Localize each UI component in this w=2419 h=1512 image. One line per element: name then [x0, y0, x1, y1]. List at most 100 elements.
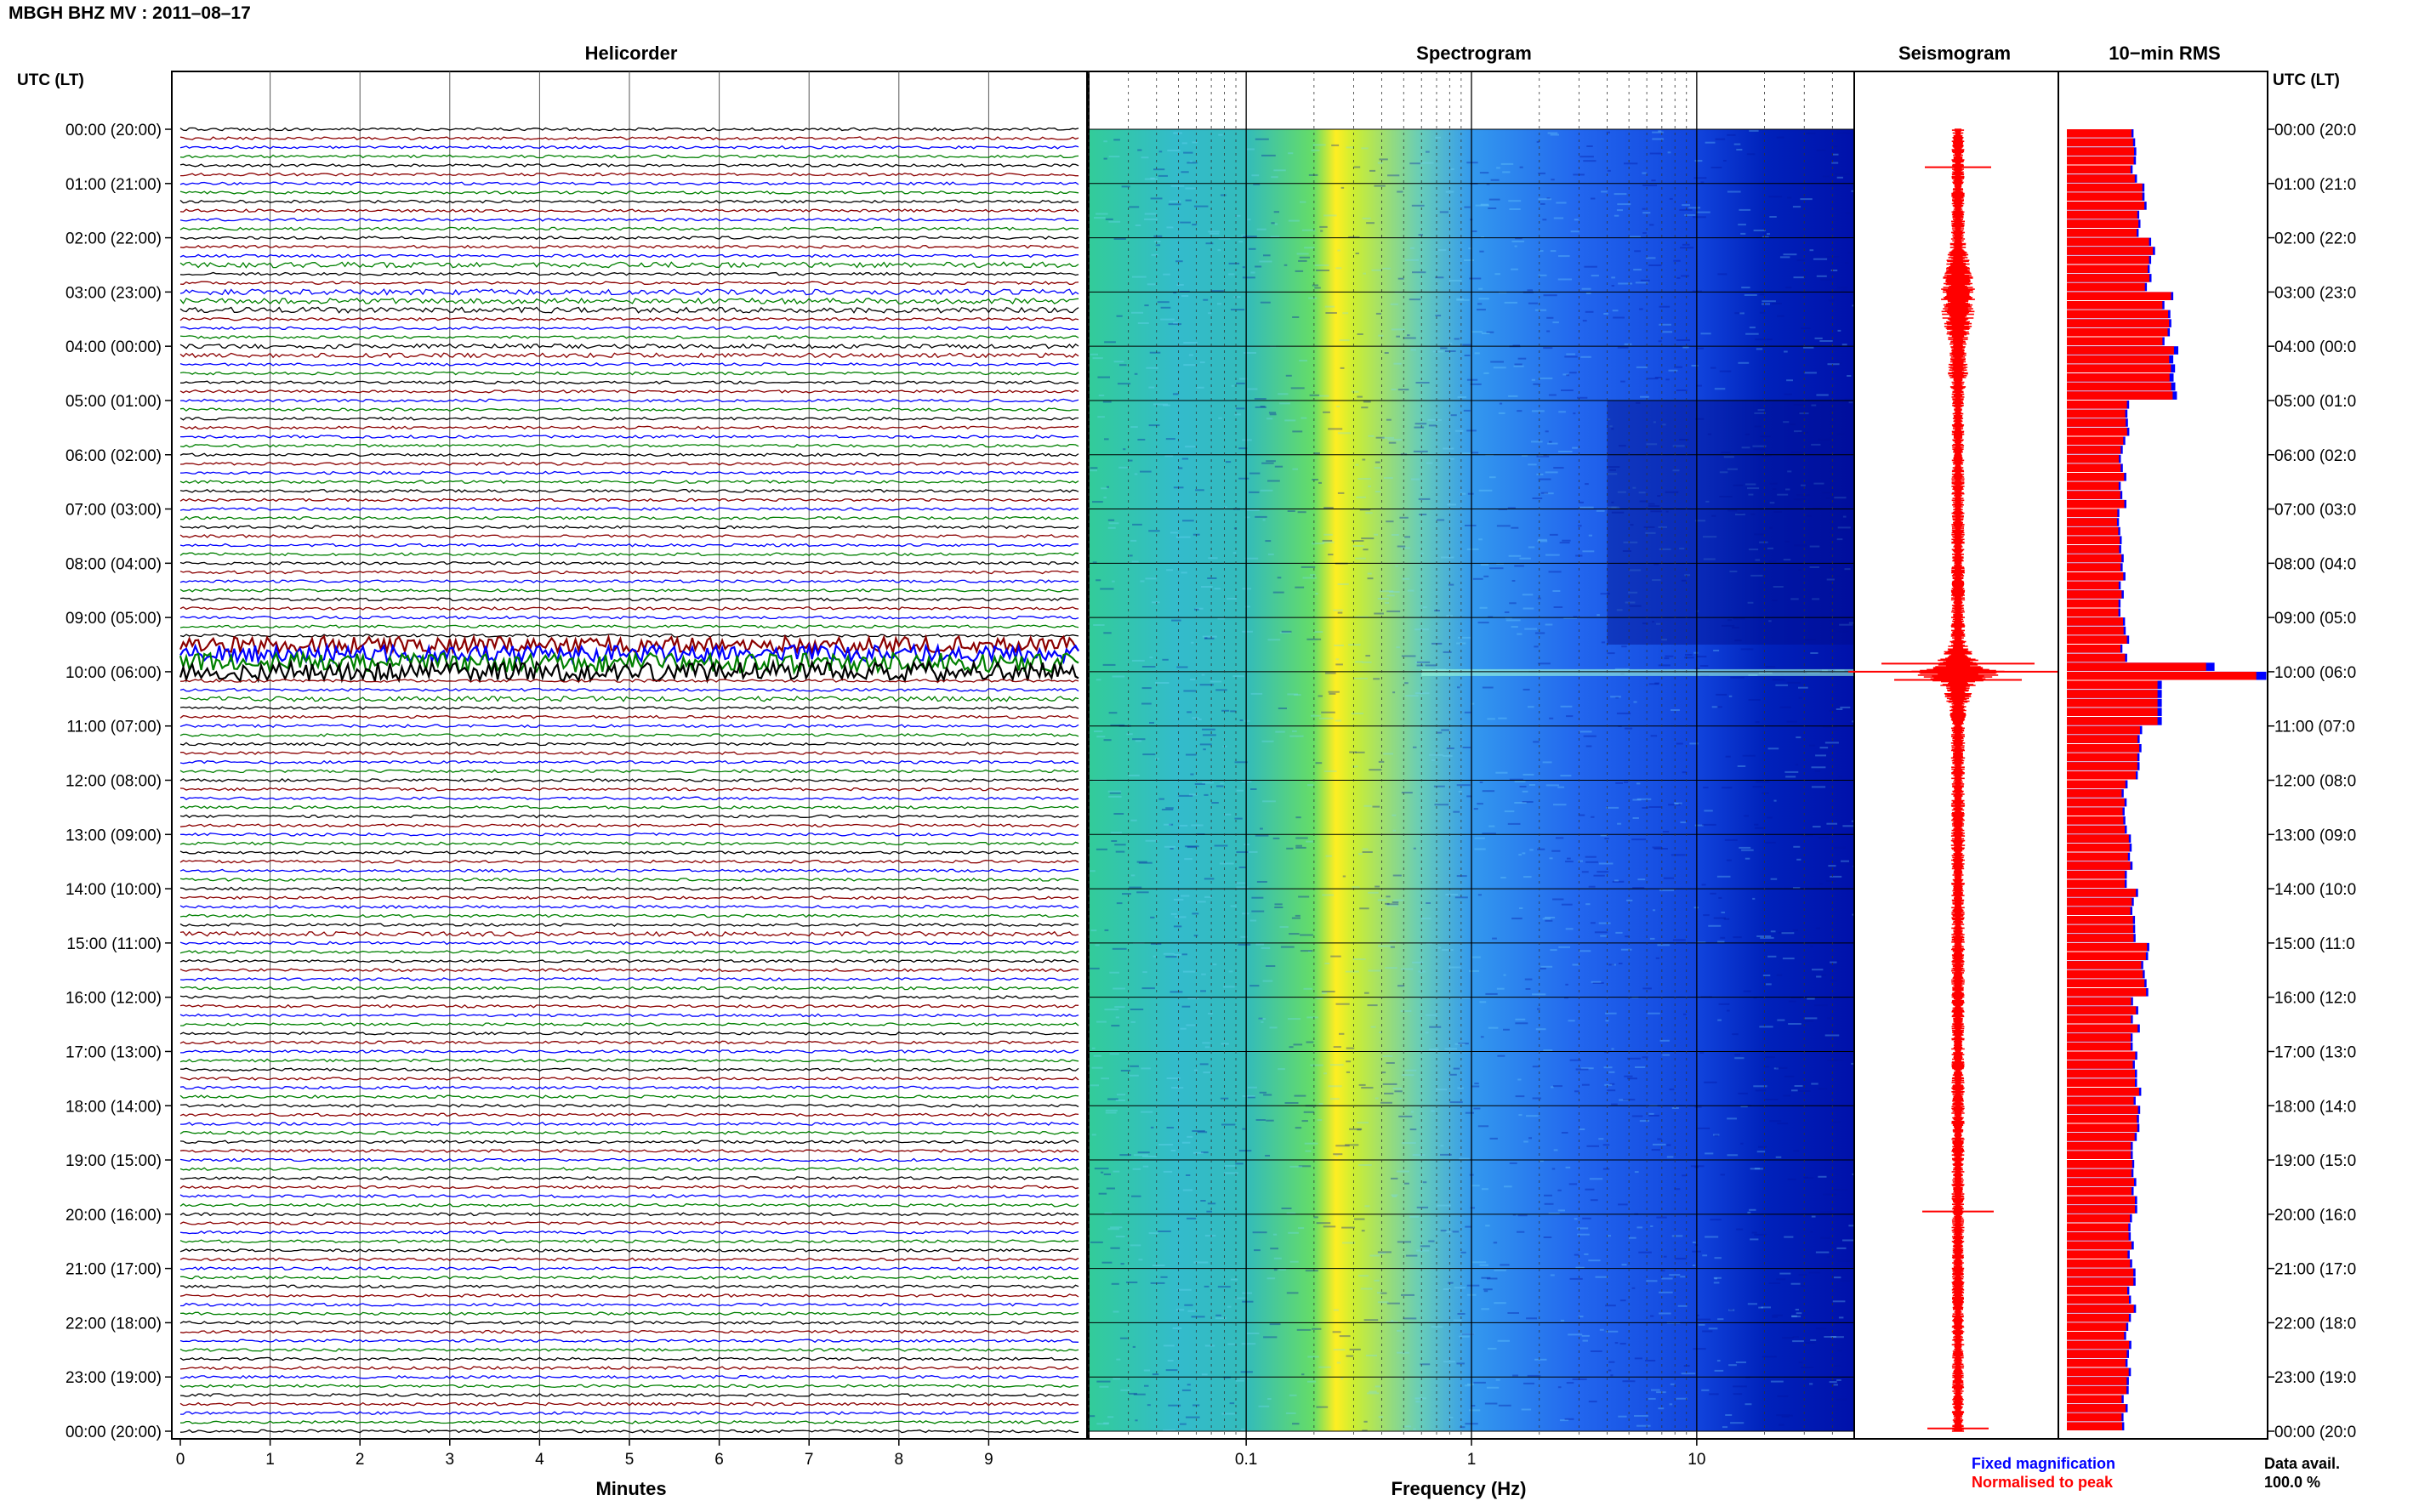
- spectrogram-speckle: [1515, 1022, 1528, 1025]
- spectrogram-speckle: [1606, 806, 1619, 809]
- spectrogram-speckle: [1816, 149, 1826, 151]
- spectrogram-speckle: [1363, 401, 1371, 403]
- spectrogram-speckle: [1591, 981, 1602, 983]
- spectrogram-speckle: [1106, 1187, 1115, 1190]
- right-time-label: 09:00 (05:0: [2274, 610, 2356, 628]
- spectrogram-speckle: [1214, 844, 1228, 847]
- spectrogram-speckle: [1488, 825, 1495, 827]
- right-time-label: 23:00 (19:0: [2274, 1369, 2356, 1387]
- spectrogram-speckle: [1113, 1378, 1121, 1380]
- spectrogram-speckle: [1270, 1248, 1278, 1250]
- spectrogram-speckle: [1445, 190, 1454, 193]
- spectrogram-speckle: [1579, 1128, 1585, 1130]
- spectrogram-speckle: [1539, 377, 1553, 379]
- spectrogram-speckle: [1173, 925, 1182, 928]
- spectrogram-speckle: [1550, 949, 1557, 952]
- rms-bar-normalised: [2067, 590, 2122, 599]
- spectrogram-speckle: [1399, 516, 1409, 519]
- spectrogram-speckle: [1651, 1149, 1660, 1151]
- spectrogram-speckle: [1393, 899, 1403, 901]
- spectrogram-speckle: [1515, 237, 1523, 240]
- spectrogram-speckle: [1108, 795, 1122, 798]
- spectrogram-speckle: [1289, 1394, 1297, 1396]
- spectrogram-speckle: [1673, 802, 1682, 804]
- spectrogram-speckle: [1561, 903, 1573, 906]
- spectrogram-speckle: [1514, 245, 1517, 247]
- spectrogram-speckle: [1296, 253, 1309, 255]
- spectrogram-speckle: [1346, 1355, 1354, 1357]
- spectrogram-speckle: [1295, 846, 1306, 849]
- spectrogram-speckle: [1674, 366, 1682, 368]
- rms-bar-normalised: [2067, 916, 2133, 924]
- spectrogram-speckle: [1796, 259, 1805, 262]
- spectrogram-speckle: [1701, 884, 1706, 886]
- spectrogram-speckle: [1833, 1384, 1838, 1386]
- spectrogram-speckle: [1558, 255, 1570, 258]
- spectrogram-speckle: [1199, 684, 1214, 686]
- spectrogram-speckle: [1674, 1258, 1687, 1260]
- spectrogram-speckle: [1142, 1155, 1157, 1157]
- spectrogram-speckle: [1820, 1236, 1831, 1239]
- spectrogram-speckle: [1591, 275, 1599, 277]
- left-time-label: 12:00 (08:00): [65, 773, 162, 791]
- spectrogram-speckle: [1671, 709, 1680, 711]
- spectrogram-speckle: [1117, 383, 1131, 385]
- spectrogram-speckle: [1163, 1344, 1175, 1347]
- spectrogram-speckle: [1170, 991, 1183, 993]
- spectrogram-speckle: [1107, 1098, 1118, 1100]
- spectrogram-speckle: [1762, 975, 1771, 976]
- spectrogram-speckle: [1381, 1071, 1386, 1074]
- spectrogram-speckle: [1278, 393, 1289, 395]
- spectrogram-speckle: [1312, 543, 1324, 545]
- spectrogram-speckle: [1650, 1225, 1653, 1227]
- spectrogram-speckle: [1740, 1142, 1744, 1145]
- helicorder-trace: [179, 950, 1079, 954]
- spectrogram-speckle: [1477, 309, 1486, 311]
- spectrogram-speckle: [1550, 1274, 1555, 1276]
- spectrogram-speckle: [1150, 1126, 1154, 1128]
- spectrogram-speckle: [1776, 1278, 1786, 1281]
- spectrogram-speckle: [1767, 547, 1773, 549]
- spectrogram-speckle: [1096, 213, 1108, 215]
- spectrogram-speckle: [1325, 855, 1332, 857]
- spectrogram-speckle: [1759, 311, 1766, 314]
- spectrogram-speckle: [1566, 715, 1574, 718]
- spectrogram-speckle: [1697, 1127, 1710, 1129]
- spectrogram-speckle: [1223, 813, 1232, 816]
- spectrogram-speckle: [1749, 327, 1756, 329]
- spectrogram-speckle: [1249, 491, 1260, 493]
- spectrogram-speckle: [1787, 196, 1792, 199]
- rms-bar-normalised: [2067, 1178, 2134, 1186]
- spectrogram-speckle: [1682, 346, 1689, 349]
- spectrogram-speckle: [1236, 1379, 1244, 1382]
- spectrogram-speckle: [1745, 1376, 1750, 1378]
- spectrogram-speckle: [1392, 901, 1399, 903]
- spectrogram-speckle: [1613, 316, 1625, 319]
- left-time-label: 06:00 (02:00): [65, 447, 162, 465]
- spectrogram-speckle: [1425, 1032, 1429, 1034]
- spectrogram-speckle: [1783, 1094, 1791, 1097]
- spectrogram-speckle: [1242, 266, 1245, 269]
- spectrogram-speckle: [1836, 287, 1848, 289]
- spectrogram-speckle: [1614, 1342, 1619, 1344]
- helicorder-trace: [179, 253, 1079, 259]
- spectrogram-speckle: [1811, 766, 1826, 769]
- spectrogram-speckle: [1192, 717, 1199, 719]
- spectrogram-speckle: [1263, 1094, 1272, 1096]
- spectrogram-speckle: [1200, 990, 1206, 992]
- spectrogram-speckle: [1727, 1009, 1730, 1012]
- spectrogram-speckle: [1378, 334, 1384, 337]
- spectrogram-speckle: [1463, 409, 1471, 412]
- spectrogram-speckle: [1165, 438, 1175, 441]
- left-time-label: 19:00 (15:00): [65, 1152, 162, 1170]
- spectrogram-speckle: [1141, 702, 1152, 705]
- spectrogram-speckle: [1809, 1383, 1813, 1385]
- spectrogram-speckle: [1386, 1321, 1398, 1323]
- spectrogram-speckle: [1302, 577, 1317, 579]
- spectrogram-speckle: [1392, 814, 1397, 816]
- spectrogram-speckle: [1699, 1052, 1705, 1054]
- helicorder-trace: [179, 1212, 1079, 1217]
- spectrogram-speckle: [1228, 970, 1233, 973]
- spectrogram-speckle: [1488, 198, 1500, 201]
- spectrogram-speckle: [1662, 831, 1670, 833]
